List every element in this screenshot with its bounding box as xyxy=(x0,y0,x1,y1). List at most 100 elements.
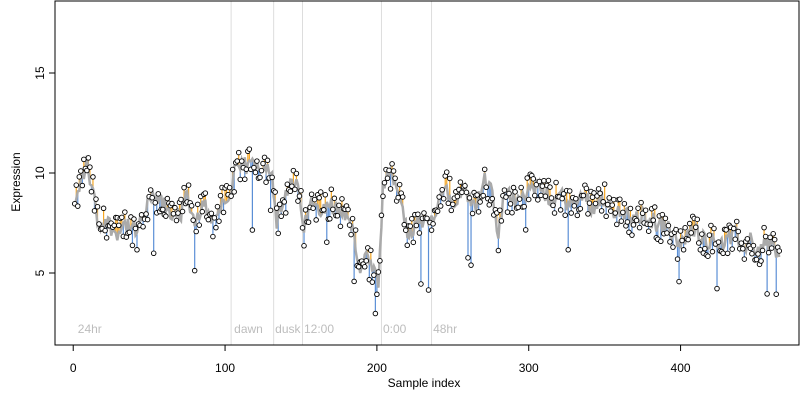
data-point xyxy=(276,201,283,208)
data-point xyxy=(295,198,301,204)
data-point xyxy=(155,191,161,197)
data-point xyxy=(566,188,573,194)
data-point xyxy=(316,195,322,201)
data-point xyxy=(352,227,359,233)
data-point xyxy=(586,200,593,206)
data-point xyxy=(301,243,307,249)
data-point xyxy=(532,192,538,199)
data-point xyxy=(384,175,391,182)
data-point xyxy=(331,195,338,202)
data-point xyxy=(509,209,515,216)
data-point xyxy=(720,250,726,257)
data-point xyxy=(147,187,154,193)
data-point xyxy=(243,166,250,173)
data-point xyxy=(78,168,84,174)
data-point xyxy=(462,183,468,189)
data-point xyxy=(73,182,80,188)
data-point xyxy=(164,195,171,202)
data-point xyxy=(680,247,687,253)
data-point xyxy=(260,160,266,167)
data-point xyxy=(436,194,442,200)
data-point xyxy=(638,199,644,206)
data-point xyxy=(667,239,673,245)
data-point xyxy=(595,186,602,192)
data-point xyxy=(213,224,219,231)
data-point xyxy=(694,216,701,223)
data-point xyxy=(776,248,783,254)
data-point xyxy=(216,218,222,224)
data-point xyxy=(688,230,694,236)
data-point xyxy=(85,155,92,161)
data-point xyxy=(600,199,606,205)
data-point xyxy=(231,189,237,195)
data-point xyxy=(541,177,547,184)
annotation-label: 12:00 xyxy=(304,322,334,336)
data-point xyxy=(465,255,471,261)
data-point xyxy=(474,192,480,198)
data-point xyxy=(504,209,511,215)
data-point xyxy=(269,174,275,181)
data-point xyxy=(550,202,556,209)
data-point xyxy=(75,203,81,209)
data-point xyxy=(621,200,628,207)
data-point xyxy=(214,203,221,210)
data-point xyxy=(313,217,319,223)
x-tick-label: 100 xyxy=(215,361,235,375)
data-point xyxy=(744,236,751,242)
data-point xyxy=(387,186,394,192)
data-point xyxy=(87,164,93,170)
data-point xyxy=(480,192,486,199)
data-point xyxy=(679,237,685,244)
data-point xyxy=(191,267,198,274)
data-point xyxy=(562,212,568,218)
data-point xyxy=(685,236,691,243)
data-point xyxy=(650,217,656,223)
data-point xyxy=(468,262,474,268)
data-point xyxy=(437,203,444,209)
data-point xyxy=(762,233,769,240)
data-point xyxy=(143,211,149,217)
data-point xyxy=(535,197,541,203)
data-point xyxy=(254,158,260,164)
data-point xyxy=(284,181,291,188)
data-point xyxy=(220,209,227,216)
data-point xyxy=(389,161,395,167)
y-tick-label: 5 xyxy=(33,269,47,276)
data-point xyxy=(659,211,666,218)
data-point xyxy=(345,206,351,213)
data-point xyxy=(714,285,720,292)
data-point xyxy=(686,220,693,227)
data-point xyxy=(443,169,450,175)
data-point xyxy=(425,287,432,293)
data-point xyxy=(178,196,184,203)
data-point xyxy=(205,216,212,223)
data-point xyxy=(173,217,180,224)
data-point xyxy=(521,203,527,210)
data-point xyxy=(275,230,281,237)
data-point xyxy=(740,245,746,252)
data-point xyxy=(308,191,315,198)
data-point xyxy=(761,224,767,231)
data-point xyxy=(126,229,133,236)
data-point xyxy=(670,244,676,250)
x-axis: 0 100 200 300 400 xyxy=(70,344,691,375)
data-point xyxy=(292,186,298,193)
data-point xyxy=(208,210,215,217)
data-point xyxy=(749,250,755,257)
data-point xyxy=(565,247,571,253)
data-point xyxy=(339,196,345,202)
data-point xyxy=(328,186,335,192)
data-point xyxy=(402,227,409,233)
data-point xyxy=(296,193,303,199)
data-point xyxy=(699,231,705,237)
data-point xyxy=(172,204,178,211)
data-point xyxy=(709,248,716,255)
data-point xyxy=(583,185,590,192)
data-point xyxy=(272,189,278,195)
data-point xyxy=(416,230,423,236)
data-point xyxy=(251,164,257,171)
data-point xyxy=(190,217,196,223)
data-point xyxy=(755,251,761,257)
data-point xyxy=(378,212,385,219)
